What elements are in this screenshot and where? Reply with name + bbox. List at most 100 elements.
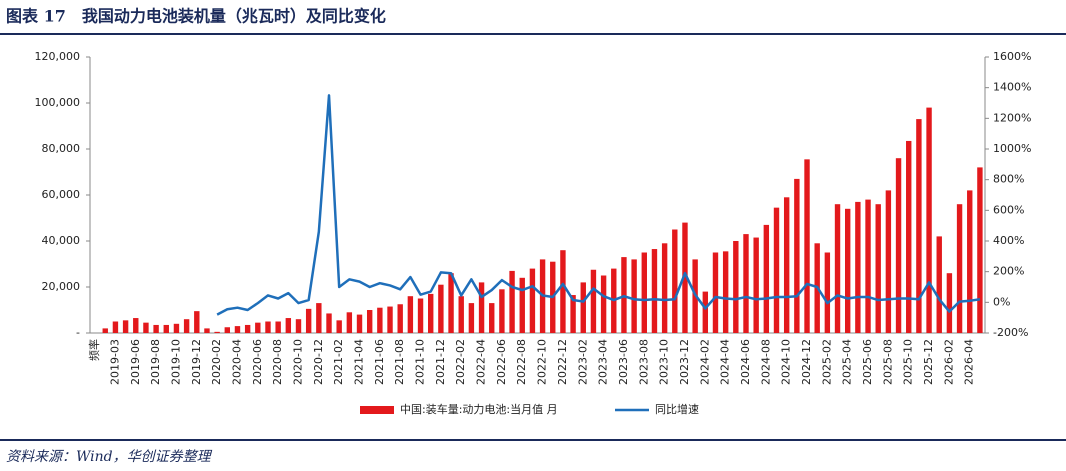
bar xyxy=(102,328,108,333)
bar xyxy=(651,249,658,333)
x-tick-label: 2024-08 xyxy=(759,339,772,385)
bar xyxy=(417,298,424,333)
x-tick-label: 2022-04 xyxy=(475,339,488,385)
bar xyxy=(336,320,342,333)
bar xyxy=(153,324,159,333)
bar xyxy=(428,293,434,333)
bar xyxy=(560,250,566,333)
bar xyxy=(458,296,464,333)
x-tick-label: 2020-06 xyxy=(251,339,264,385)
x-tick-label: 2023-12 xyxy=(678,339,691,385)
x-tick-label: 2025-02 xyxy=(820,339,833,385)
bar xyxy=(438,284,444,333)
y-tick-label: 100,000 xyxy=(35,96,81,109)
bar xyxy=(855,201,861,333)
source-note: 资料来源：Wind，华创证券整理 xyxy=(6,449,213,465)
chart-title: 图表 17 我国动力电池装机量（兆瓦时）及同比变化 xyxy=(6,7,386,26)
x-tick-label: 2023-04 xyxy=(597,339,610,385)
x-tick-label: 2023-02 xyxy=(576,339,589,385)
y2-tick-label: 400% xyxy=(993,234,1024,247)
bar xyxy=(244,324,251,333)
legend-swatch xyxy=(360,406,394,414)
bar xyxy=(133,318,139,333)
bar xyxy=(702,291,709,333)
bar xyxy=(946,273,953,333)
x-tick-label: 2024-04 xyxy=(719,339,732,385)
x-tick-label: 2020-02 xyxy=(210,339,223,385)
x-tick-label: 2021-02 xyxy=(332,339,345,385)
x-tick-label: 2019-08 xyxy=(149,339,162,385)
x-tick-label: 2023-10 xyxy=(658,339,671,385)
x-tick-label: 2021-08 xyxy=(393,339,406,385)
bar xyxy=(885,190,892,333)
x-tick-label: 2020-08 xyxy=(271,339,284,385)
bar xyxy=(906,140,912,333)
bar xyxy=(712,252,719,333)
x-tick-label: 2023-08 xyxy=(637,339,650,385)
y2-tick-label: 1200% xyxy=(993,111,1031,124)
bar xyxy=(753,237,759,333)
bar xyxy=(224,327,231,333)
bar xyxy=(722,251,729,333)
x-tick-label: 2022-12 xyxy=(556,339,569,385)
x-tick-label: 2022-02 xyxy=(454,339,467,385)
bar xyxy=(580,282,586,333)
x-tick-label: 2023-06 xyxy=(617,339,630,385)
bar xyxy=(407,296,414,333)
bar xyxy=(773,207,780,333)
bar xyxy=(529,268,536,333)
x-tick-label: 2024-02 xyxy=(698,339,711,385)
bar xyxy=(672,229,678,333)
bar xyxy=(173,323,180,333)
bar xyxy=(366,310,373,333)
bar xyxy=(804,159,810,333)
bar xyxy=(967,190,973,333)
bar xyxy=(977,167,983,333)
x-tick-label: 2021-12 xyxy=(434,339,447,385)
bar xyxy=(916,119,922,333)
x-tick-label: 2019-10 xyxy=(169,339,182,385)
y2-tick-label: 1400% xyxy=(993,81,1031,94)
x-tick-label: 2020-04 xyxy=(230,339,243,385)
y-tick-label: 120,000 xyxy=(35,50,81,63)
bar xyxy=(275,321,281,333)
bar xyxy=(743,234,749,333)
x-tick-label: 2019-06 xyxy=(129,339,142,385)
bar xyxy=(143,322,149,333)
legend-label: 同比增速 xyxy=(655,402,699,416)
bar xyxy=(509,270,515,333)
y2-tick-label: 1000% xyxy=(993,142,1031,155)
bar xyxy=(214,331,220,333)
bar xyxy=(763,224,770,333)
bar xyxy=(468,303,475,333)
x-tick-label: 2026-04 xyxy=(963,339,976,385)
bar xyxy=(285,318,292,333)
x-tick-label: 2021-06 xyxy=(373,339,386,385)
x-tick-label: 2019-03 xyxy=(108,339,121,385)
bar xyxy=(824,252,831,333)
bar xyxy=(204,328,210,333)
y2-tick-label: -200% xyxy=(993,326,1028,339)
bar xyxy=(295,319,302,333)
bar xyxy=(733,241,739,333)
x-tick-label: 2021-04 xyxy=(353,339,366,385)
line xyxy=(216,94,981,316)
x-tick-label: 2022-06 xyxy=(495,339,508,385)
bar xyxy=(397,304,403,333)
bar xyxy=(783,197,790,333)
x-tick-label: 2025-10 xyxy=(902,339,915,385)
bar xyxy=(600,275,607,333)
x-tick-label: 2020-12 xyxy=(312,339,325,385)
bar xyxy=(448,273,454,333)
bar xyxy=(844,208,851,333)
bar xyxy=(255,322,261,333)
bar xyxy=(570,295,576,333)
x-tick-label: 2025-04 xyxy=(841,339,854,385)
x-tick-label: 2019-12 xyxy=(190,339,203,385)
x-tick-label: 2026-02 xyxy=(942,339,955,385)
bar xyxy=(865,199,871,333)
bar xyxy=(895,158,902,333)
bar xyxy=(387,306,393,333)
bar xyxy=(234,326,241,333)
bar xyxy=(316,303,322,333)
